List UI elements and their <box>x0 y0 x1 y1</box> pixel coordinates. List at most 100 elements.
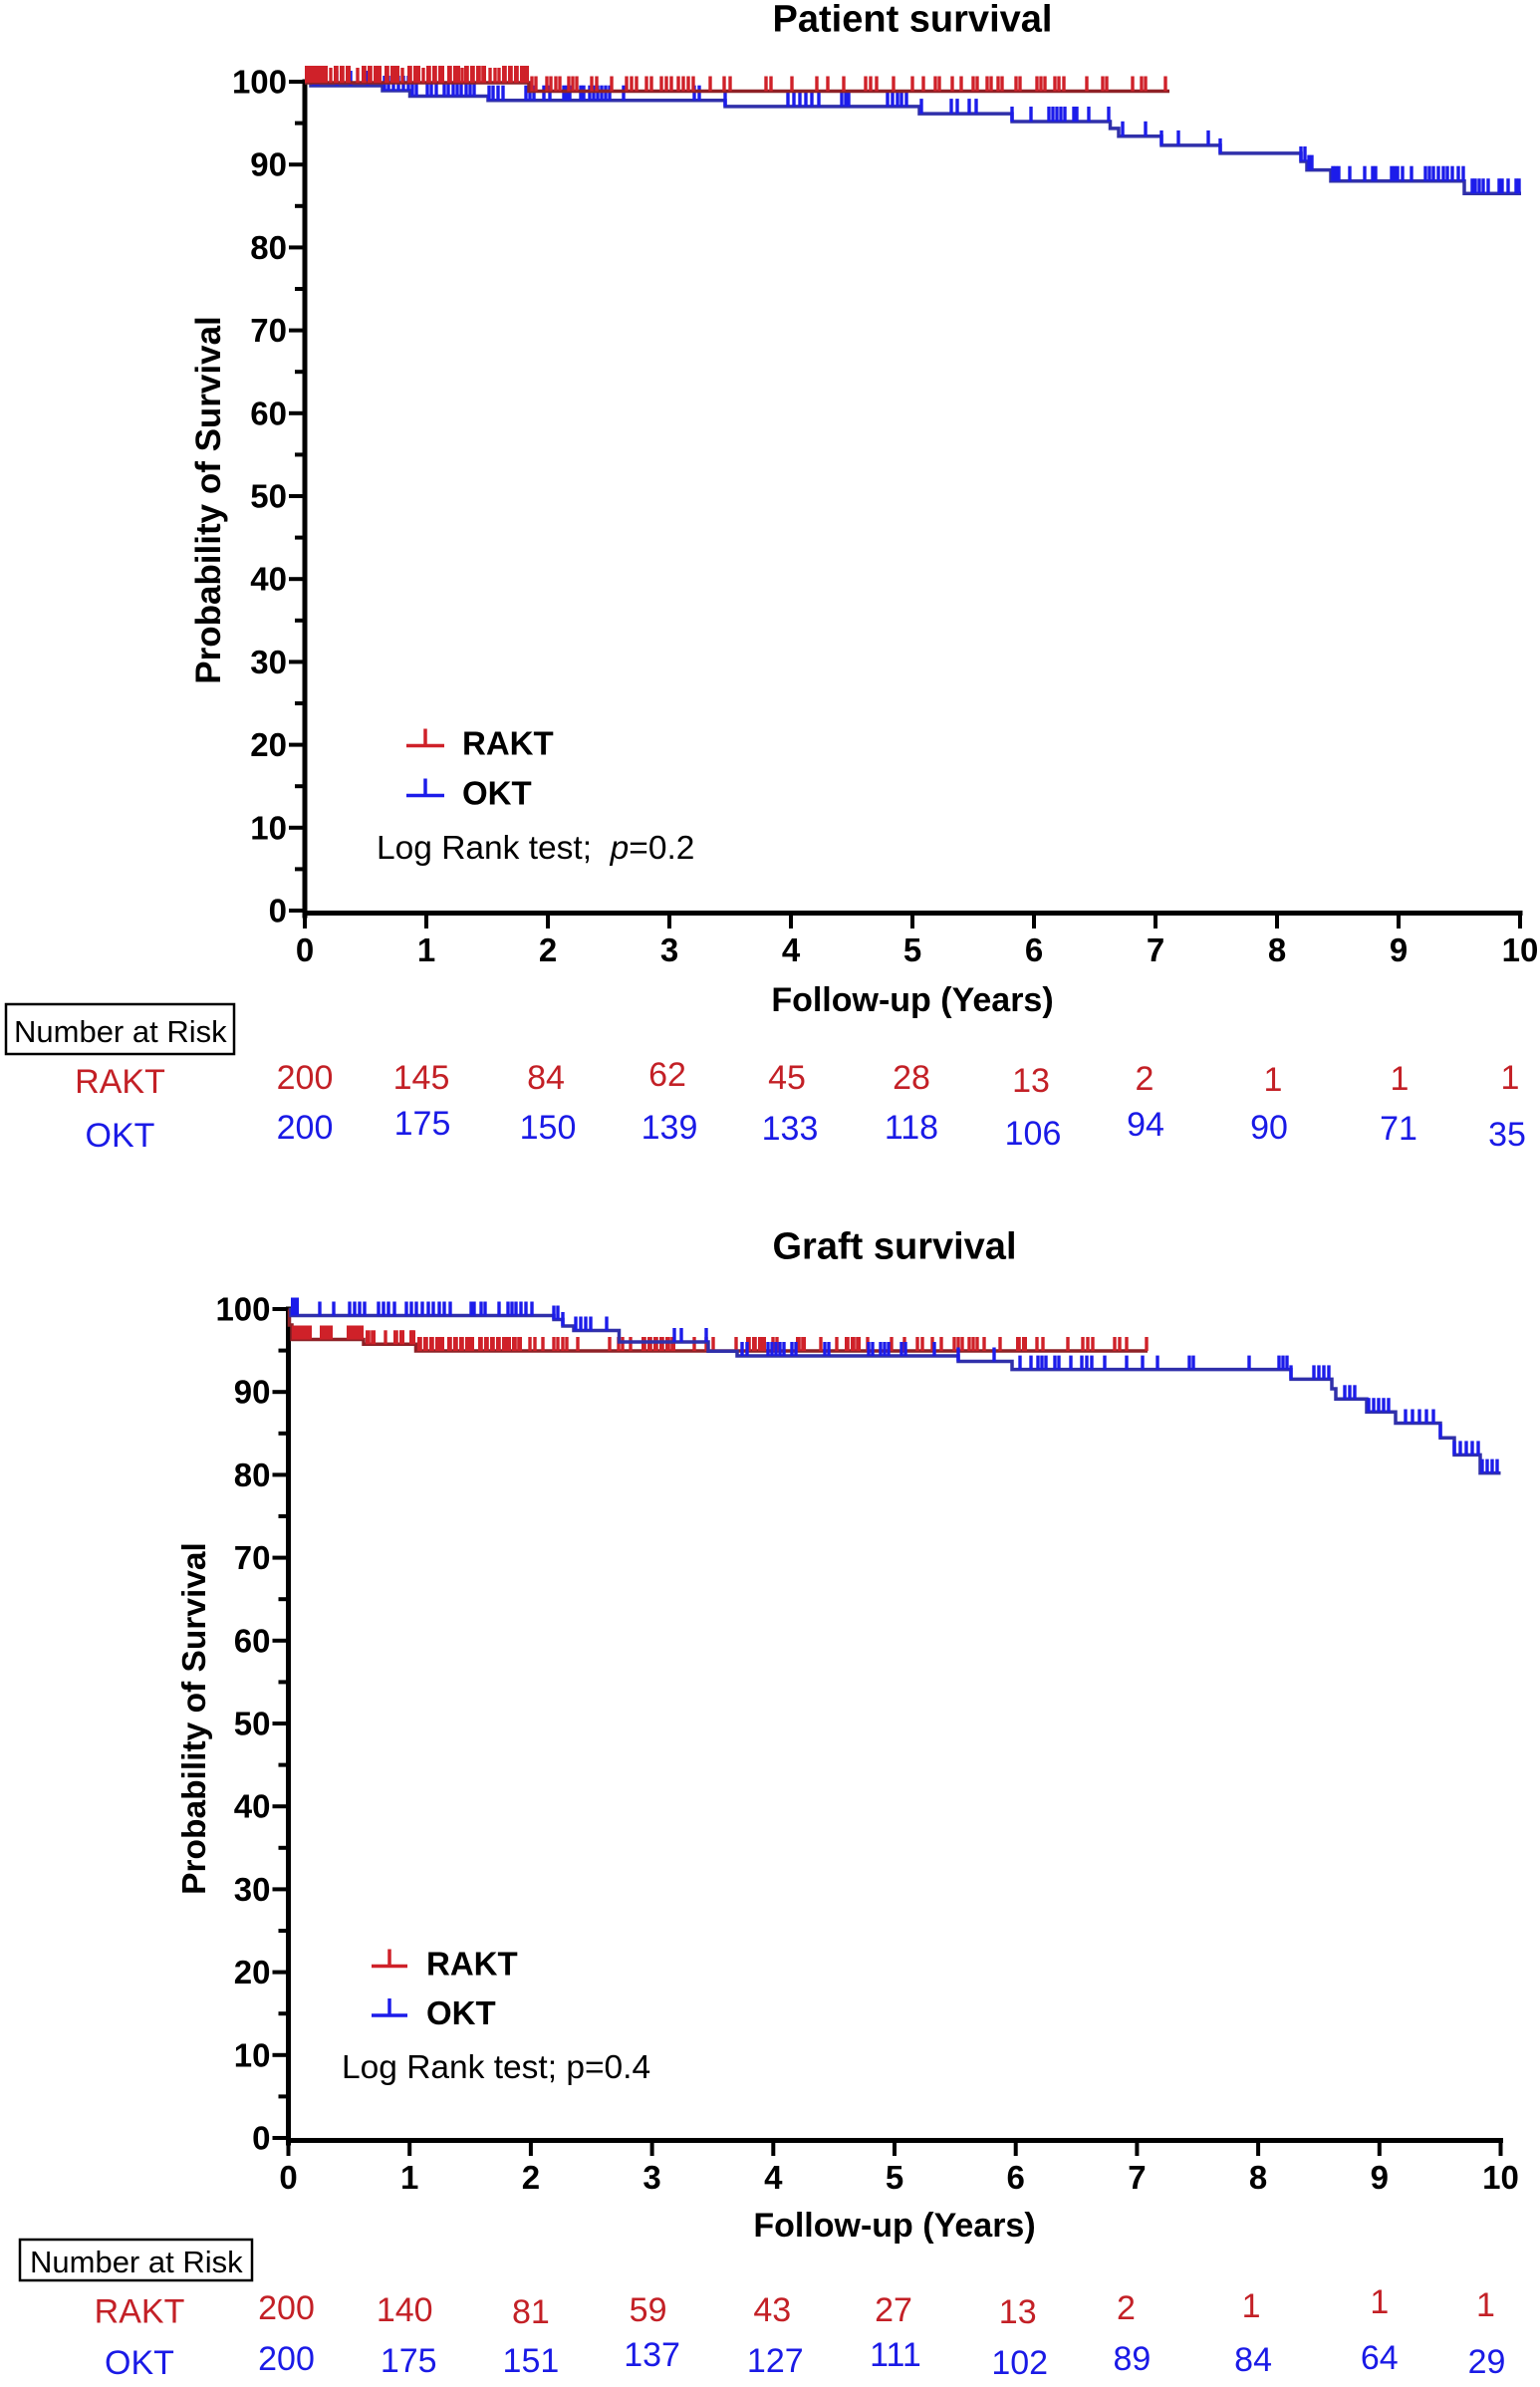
svg-text:3: 3 <box>660 931 678 968</box>
svg-text:7: 7 <box>1147 931 1164 968</box>
svg-text:200: 200 <box>277 1109 334 1147</box>
svg-text:7: 7 <box>1128 2159 1146 2196</box>
svg-text:Number at Risk: Number at Risk <box>14 1014 227 1049</box>
svg-text:137: 137 <box>624 2336 680 2374</box>
svg-text:81: 81 <box>512 2293 550 2331</box>
svg-text:Patient survival: Patient survival <box>773 0 1053 41</box>
svg-text:50: 50 <box>234 1706 271 1742</box>
svg-text:40: 40 <box>234 1788 271 1825</box>
svg-text:139: 139 <box>642 1109 698 1147</box>
svg-text:127: 127 <box>747 2342 804 2380</box>
svg-text:1: 1 <box>1391 1060 1410 1098</box>
svg-text:175: 175 <box>381 2342 437 2380</box>
svg-text:Log Rank test; p=0.4: Log Rank test; p=0.4 <box>342 2049 650 2086</box>
svg-text:60: 60 <box>250 395 287 431</box>
svg-text:6: 6 <box>1025 931 1043 968</box>
svg-text:2: 2 <box>539 931 557 968</box>
svg-text:133: 133 <box>762 1110 819 1148</box>
svg-text:2: 2 <box>1136 1060 1155 1098</box>
svg-text:5: 5 <box>886 2159 903 2196</box>
svg-text:35: 35 <box>1488 1116 1526 1154</box>
svg-text:2: 2 <box>1117 2289 1136 2327</box>
svg-text:9: 9 <box>1371 2159 1389 2196</box>
svg-text:RAKT: RAKT <box>95 2293 185 2331</box>
svg-text:10: 10 <box>1482 2159 1519 2196</box>
svg-text:1: 1 <box>1476 2286 1495 2324</box>
svg-text:62: 62 <box>648 1056 686 1094</box>
svg-text:1: 1 <box>1501 1059 1520 1097</box>
svg-text:OKT: OKT <box>105 2344 174 2382</box>
svg-text:145: 145 <box>393 1059 450 1097</box>
svg-text:6: 6 <box>1007 2159 1025 2196</box>
svg-text:8: 8 <box>1249 2159 1267 2196</box>
svg-text:150: 150 <box>520 1109 577 1147</box>
svg-text:175: 175 <box>394 1105 451 1143</box>
svg-text:200: 200 <box>258 2289 315 2327</box>
svg-text:100: 100 <box>215 1291 270 1328</box>
svg-text:80: 80 <box>250 229 287 266</box>
svg-text:1: 1 <box>400 2159 418 2196</box>
svg-text:13: 13 <box>1012 1062 1050 1100</box>
svg-text:50: 50 <box>250 478 287 515</box>
svg-text:1: 1 <box>1242 2287 1261 2325</box>
svg-text:200: 200 <box>258 2340 315 2378</box>
svg-text:20: 20 <box>250 726 287 763</box>
svg-text:RAKT: RAKT <box>75 1063 165 1101</box>
svg-text:60: 60 <box>234 1622 271 1659</box>
svg-text:90: 90 <box>1250 1109 1288 1147</box>
svg-text:94: 94 <box>1127 1106 1164 1144</box>
svg-text:20: 20 <box>234 1954 271 1990</box>
svg-text:1: 1 <box>1264 1061 1283 1099</box>
svg-text:30: 30 <box>250 644 287 680</box>
svg-text:30: 30 <box>234 1871 271 1908</box>
svg-text:90: 90 <box>234 1374 271 1411</box>
svg-text:90: 90 <box>250 146 287 183</box>
svg-text:0: 0 <box>269 893 287 929</box>
svg-text:102: 102 <box>991 2344 1048 2382</box>
svg-text:118: 118 <box>885 1109 938 1147</box>
svg-text:Log Rank test; p=0.2: Log Rank test; p=0.2 <box>377 830 694 867</box>
svg-text:4: 4 <box>764 2159 783 2196</box>
svg-text:5: 5 <box>903 931 921 968</box>
svg-text:OKT: OKT <box>426 1994 496 2031</box>
svg-text:0: 0 <box>279 2159 297 2196</box>
svg-text:10: 10 <box>1502 931 1539 968</box>
svg-text:9: 9 <box>1390 931 1408 968</box>
svg-text:140: 140 <box>377 2291 433 2329</box>
svg-text:70: 70 <box>234 1539 271 1576</box>
svg-text:3: 3 <box>642 2159 660 2196</box>
svg-text:2: 2 <box>522 2159 540 2196</box>
svg-text:RAKT: RAKT <box>426 1946 518 1983</box>
svg-text:43: 43 <box>753 2291 791 2329</box>
svg-text:27: 27 <box>875 2291 912 2329</box>
svg-text:70: 70 <box>250 312 287 349</box>
svg-text:10: 10 <box>250 809 287 846</box>
svg-text:45: 45 <box>768 1059 806 1097</box>
svg-text:8: 8 <box>1268 931 1286 968</box>
svg-text:1: 1 <box>1370 2283 1389 2321</box>
svg-text:59: 59 <box>630 2291 667 2329</box>
svg-text:151: 151 <box>503 2342 560 2380</box>
svg-text:Graft survival: Graft survival <box>773 1226 1017 1268</box>
svg-text:Probability of Survival: Probability of Survival <box>189 316 228 684</box>
svg-text:29: 29 <box>1468 2343 1506 2381</box>
svg-text:89: 89 <box>1113 2340 1151 2378</box>
svg-text:0: 0 <box>296 931 314 968</box>
svg-text:71: 71 <box>1380 1110 1417 1148</box>
svg-text:OKT: OKT <box>86 1117 155 1155</box>
svg-text:0: 0 <box>252 2120 270 2157</box>
svg-text:RAKT: RAKT <box>462 725 554 762</box>
svg-text:28: 28 <box>893 1059 930 1097</box>
svg-text:OKT: OKT <box>462 775 532 812</box>
svg-text:Follow-up (Years): Follow-up (Years) <box>771 981 1053 1019</box>
svg-text:13: 13 <box>999 2293 1037 2331</box>
svg-text:1: 1 <box>417 931 435 968</box>
svg-text:64: 64 <box>1361 2339 1399 2377</box>
svg-text:40: 40 <box>250 561 287 598</box>
svg-text:10: 10 <box>234 2036 271 2073</box>
svg-text:84: 84 <box>1234 2341 1272 2379</box>
svg-text:200: 200 <box>277 1059 334 1097</box>
svg-text:Number at Risk: Number at Risk <box>30 2245 243 2279</box>
svg-text:84: 84 <box>527 1059 565 1097</box>
svg-text:Probability of Survival: Probability of Survival <box>176 1542 213 1895</box>
